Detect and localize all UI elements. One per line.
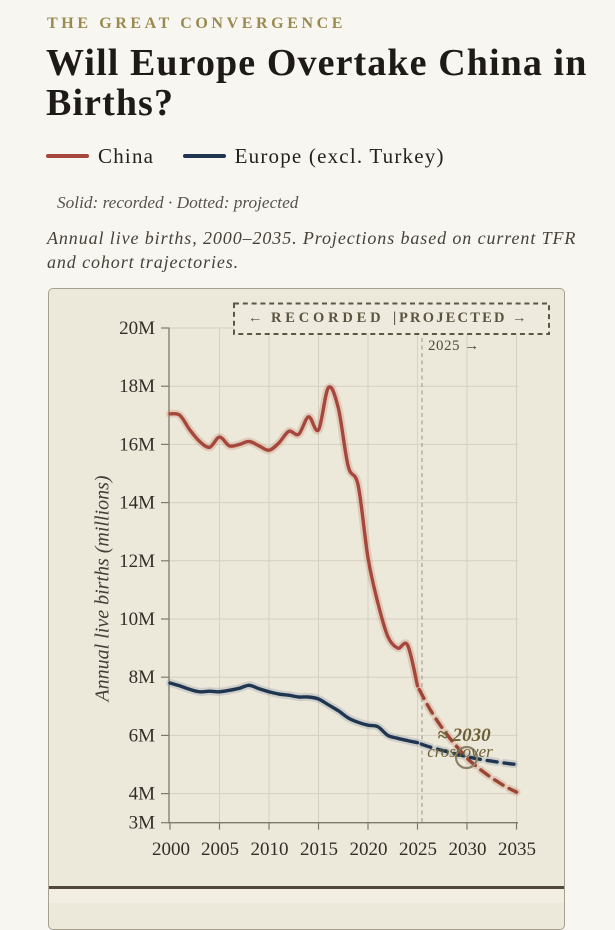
- svg-text:2030: 2030: [449, 839, 487, 860]
- svg-text:6M: 6M: [129, 725, 156, 746]
- svg-text:2015: 2015: [300, 839, 338, 860]
- svg-text:18M: 18M: [119, 376, 155, 397]
- svg-text:8M: 8M: [129, 667, 156, 688]
- svg-text:2035: 2035: [498, 839, 536, 860]
- svg-text:2020: 2020: [350, 839, 388, 860]
- svg-text:10M: 10M: [119, 609, 155, 630]
- svg-text:3M: 3M: [129, 813, 156, 834]
- svg-text:20M: 20M: [119, 318, 155, 339]
- svg-text:16M: 16M: [119, 434, 155, 455]
- svg-text:2005: 2005: [201, 839, 239, 860]
- svg-text:14M: 14M: [119, 493, 155, 514]
- svg-text:2000: 2000: [152, 839, 190, 860]
- svg-text:4M: 4M: [129, 784, 156, 805]
- svg-text:2010: 2010: [251, 839, 289, 860]
- svg-text:12M: 12M: [119, 551, 155, 572]
- svg-text:2025: 2025: [399, 839, 437, 860]
